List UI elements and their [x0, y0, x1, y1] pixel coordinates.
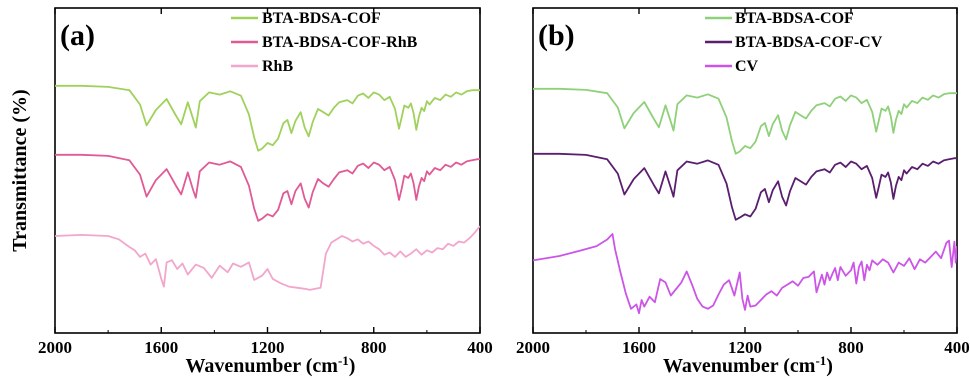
chart-panel-a: 2000 1600 1200 800 400 Wavenumber (cm-1) Trans… [9, 7, 493, 377]
series-line-bta-bdsa-cof-cv [533, 152, 957, 221]
x-axis-label: Wavenumber (cm-1) [663, 353, 833, 377]
series-line-cv [533, 233, 957, 315]
x-tick-label: 400 [467, 338, 493, 357]
x-tick-label: 2000 [38, 338, 72, 357]
legend-entry: CV [735, 58, 759, 75]
legend-entry: RhB [262, 58, 293, 75]
x-tick-label: 800 [838, 338, 864, 357]
panel-label: (b) [538, 19, 575, 52]
legend-entry: BTA-BDSA-COF-CV [735, 34, 883, 51]
legend-entry: BTA-BDSA-COF-RhB [262, 34, 418, 51]
series-line-bta-bdsa-cof [55, 84, 480, 152]
x-tick-label: 1600 [144, 338, 178, 357]
x-tick-label: 1600 [622, 338, 656, 357]
x-tick-label: 1200 [728, 338, 762, 357]
legend-entry: BTA-BDSA-COF [262, 10, 381, 27]
series-line-bta-bdsa-cof [533, 87, 957, 155]
x-tick-label: 1200 [251, 338, 285, 357]
plot-frame [532, 7, 958, 334]
legend-entry: BTA-BDSA-COF [735, 10, 854, 27]
plot-frame [54, 7, 481, 334]
x-tick-label: 800 [361, 338, 387, 357]
panel-label: (a) [60, 19, 95, 52]
x-tick-label: 2000 [516, 338, 550, 357]
chart-panel-b: 2000 1600 1200 800 400 Wavenumber (cm-1) (b) BT… [516, 7, 970, 377]
x-tick-label: 400 [944, 338, 970, 357]
series-line-rhb [55, 225, 480, 291]
y-axis-label: Transmittance (%) [9, 89, 31, 251]
series-line-bta-bdsa-cof-rhb [55, 153, 480, 222]
x-axis-label: Wavenumber (cm-1) [186, 353, 356, 377]
